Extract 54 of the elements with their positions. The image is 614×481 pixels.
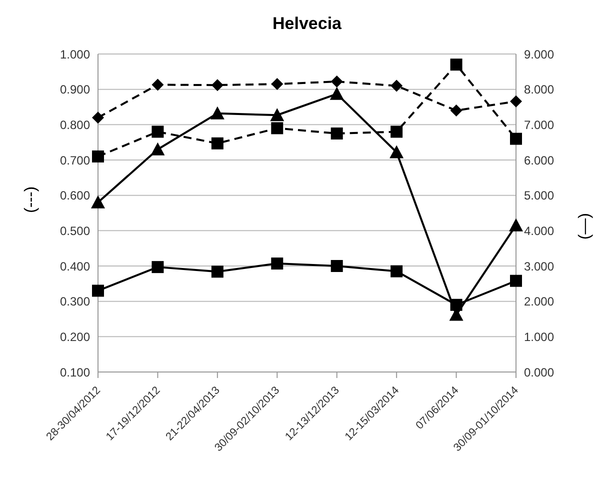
- point: [152, 78, 164, 91]
- point: [271, 258, 284, 270]
- point: [330, 86, 344, 100]
- point: [390, 145, 404, 158]
- y-axis-title: (---): [22, 186, 40, 213]
- y-tick-label: 0.500: [60, 224, 90, 238]
- point: [450, 298, 462, 311]
- point: [330, 76, 343, 88]
- point: [390, 80, 403, 92]
- point: [211, 137, 224, 150]
- y-tick-label: 0.400: [60, 259, 90, 274]
- point: [92, 112, 104, 124]
- y-tick-label: 0.300: [60, 294, 90, 309]
- y-tick-label: 1.000: [60, 47, 90, 62]
- y2-tick-label: 6.000: [524, 153, 554, 168]
- point: [390, 265, 403, 278]
- y-tick-label: 0.800: [60, 118, 90, 132]
- y-tick-label: 0.200: [60, 330, 90, 344]
- point: [271, 122, 284, 134]
- y-tick-label: 0.700: [60, 153, 90, 168]
- point: [330, 128, 343, 140]
- point: [152, 261, 164, 274]
- point: [390, 126, 403, 138]
- point: [152, 126, 164, 138]
- y2-tick-label: 9.000: [524, 47, 554, 62]
- y-tick-label: 0.900: [60, 82, 90, 97]
- point: [510, 274, 522, 287]
- y2-tick-label: 2.000: [524, 294, 554, 309]
- point: [450, 104, 462, 117]
- point: [210, 106, 224, 120]
- point: [211, 79, 224, 92]
- point: [330, 260, 343, 272]
- chart-title: Helvecia: [272, 13, 342, 35]
- point: [450, 58, 462, 71]
- y2-tick-label: 5.000: [524, 188, 554, 203]
- point: [150, 142, 165, 156]
- point: [509, 218, 523, 232]
- y-tick-label: 0.600: [60, 188, 90, 203]
- point: [92, 150, 104, 162]
- point: [510, 95, 522, 108]
- y2-tick-label: 0.000: [524, 365, 554, 380]
- point: [270, 108, 284, 122]
- point: [91, 195, 105, 208]
- y2-tick-label: 8.000: [524, 82, 554, 97]
- point: [271, 78, 284, 90]
- point: [92, 284, 104, 297]
- point: [510, 132, 522, 145]
- y2-axis-title: (—): [576, 213, 594, 240]
- y2-tick-label: 7.000: [524, 118, 554, 132]
- y-tick-label: 0.100: [60, 365, 90, 380]
- y2-tick-label: 1.000: [524, 330, 554, 344]
- y2-tick-label: 4.000: [524, 224, 554, 238]
- y2-tick-label: 3.000: [524, 259, 554, 274]
- point: [211, 266, 224, 278]
